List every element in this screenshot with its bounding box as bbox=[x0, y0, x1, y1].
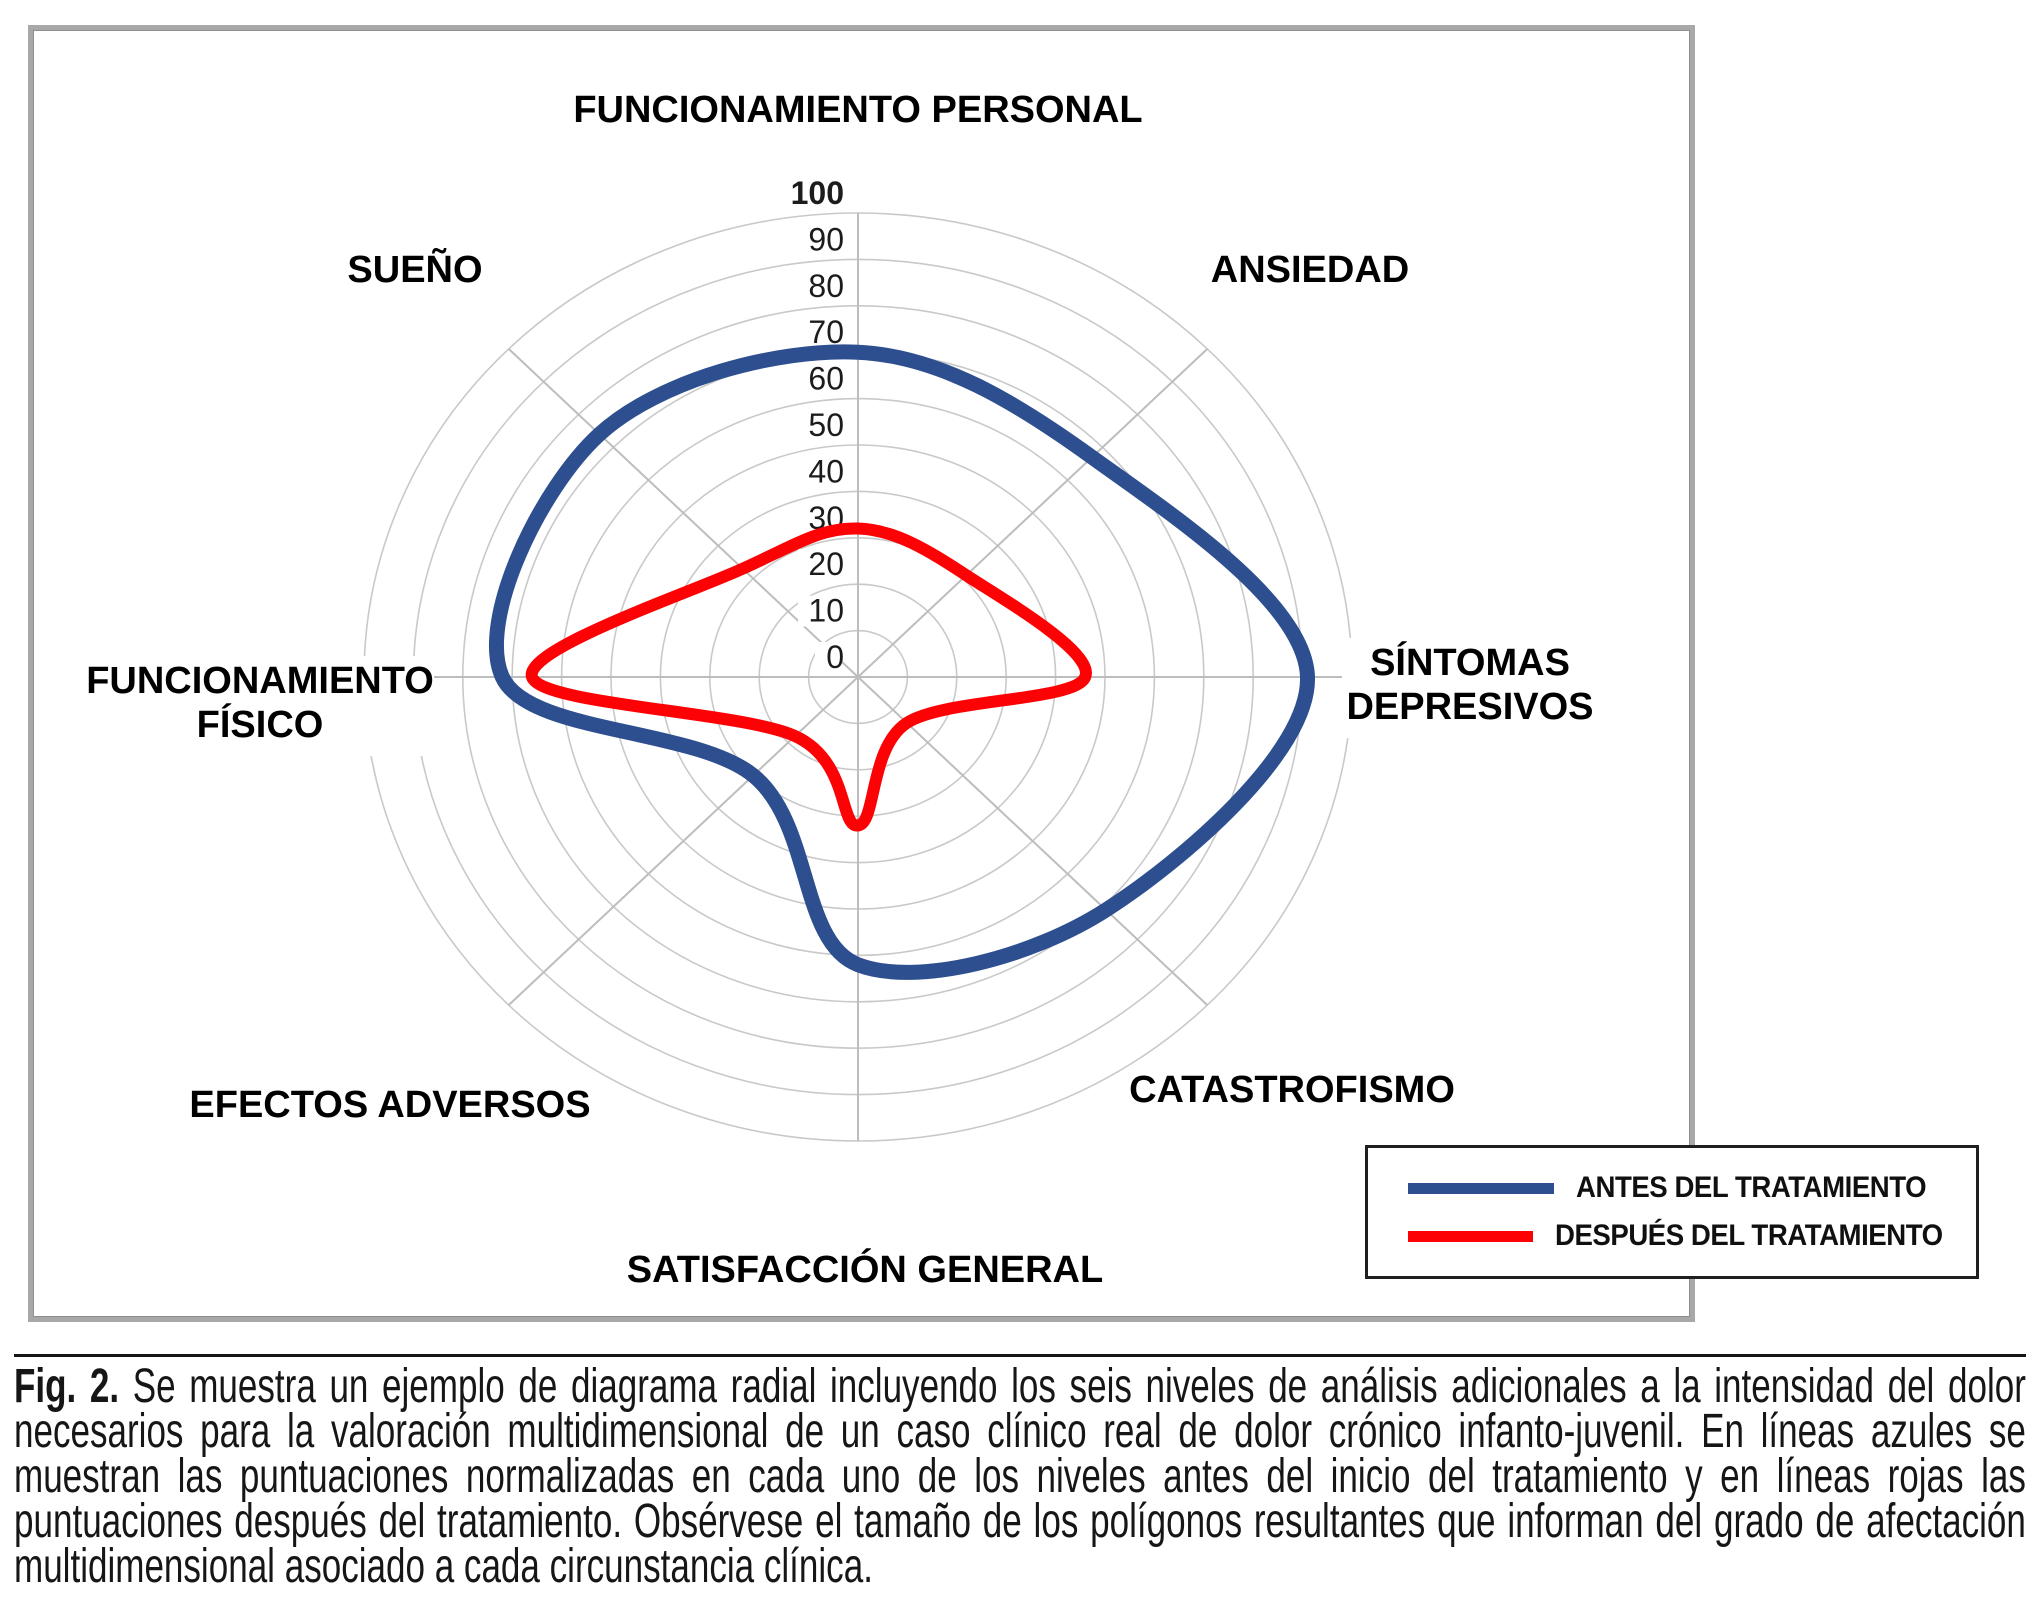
axis-label-bg bbox=[1342, 638, 1598, 738]
axis-label-1: ANSIEDAD bbox=[1211, 249, 1409, 291]
axis-label-3: CATASTROFISMO bbox=[1129, 1069, 1455, 1111]
legend-item-despues: DESPUÉS DEL TRATAMIENTO bbox=[1408, 1219, 1976, 1253]
radial-tick-label: 50 bbox=[808, 407, 844, 443]
axis-label-5: EFECTOS ADVERSOS bbox=[189, 1084, 590, 1126]
axis-label-bg bbox=[344, 245, 486, 299]
figure-box: 0 10 20 30 40 50 60 70 80 90 100 FUNCIONAMIENTO PER… bbox=[28, 25, 1695, 1322]
axis-spoke bbox=[508, 676, 859, 1006]
tick-label-bg bbox=[798, 456, 842, 488]
axis-label-6: FUNCIONAMIENTO FÍSICO bbox=[86, 660, 434, 746]
series-line-despues bbox=[525, 522, 1092, 832]
figure-caption-text: Se muestra un ejemplo de diagrama radial… bbox=[14, 1360, 2026, 1593]
tick-label-bg bbox=[798, 549, 842, 581]
tick-label-bg bbox=[781, 178, 842, 209]
axis-label-2: SÍNTOMAS DEPRESIVOS bbox=[1346, 640, 1593, 728]
tick-label-bg bbox=[798, 317, 842, 349]
axis-label-7: SUEÑO bbox=[347, 247, 482, 291]
tick-label-bg bbox=[798, 224, 842, 256]
radial-tick-label: 100 bbox=[791, 175, 844, 211]
tick-label-bg bbox=[815, 642, 842, 673]
axis-label-bg bbox=[1129, 1065, 1455, 1119]
legend-label-antes: ANTES DEL TRATAMIENTO bbox=[1576, 1171, 1927, 1204]
radial-tick-label: 20 bbox=[808, 546, 844, 582]
radial-tick-label: 0 bbox=[826, 639, 844, 675]
radial-tick-label: 90 bbox=[808, 221, 844, 257]
tick-label-bg bbox=[798, 363, 842, 395]
tick-label-bg bbox=[798, 595, 842, 627]
tick-label-bg bbox=[798, 410, 842, 441]
axis-label-bg bbox=[86, 656, 434, 756]
figure-caption: Fig. 2. Se muestra un ejemplo de diagram… bbox=[14, 1363, 2026, 1591]
radial-tick-label: 80 bbox=[808, 268, 844, 304]
axis-label-0: FUNCIONAMIENTO PERSONAL bbox=[573, 89, 1142, 131]
radial-tick-label: 40 bbox=[808, 453, 844, 489]
legend-swatch-antes bbox=[1408, 1182, 1554, 1194]
legend-swatch-despues bbox=[1408, 1230, 1533, 1242]
axis-label-bg bbox=[193, 1080, 587, 1134]
radial-tick-label: 10 bbox=[808, 593, 844, 629]
series-line-antes bbox=[489, 344, 1316, 980]
axis-spoke bbox=[857, 348, 1208, 678]
axis-label-bg bbox=[1205, 245, 1415, 299]
tick-label-bg bbox=[798, 270, 842, 302]
radial-tick-label: 60 bbox=[808, 361, 844, 397]
axis-label-4: SATISFACCIÓN GENERAL bbox=[627, 1247, 1103, 1291]
axis-label-bg bbox=[580, 85, 1136, 139]
legend-item-antes: ANTES DEL TRATAMIENTO bbox=[1408, 1171, 1976, 1205]
figure-caption-number: Fig. 2. bbox=[14, 1360, 120, 1413]
caption-divider bbox=[14, 1354, 2026, 1357]
legend-label-despues: DESPUÉS DEL TRATAMIENTO bbox=[1554, 1219, 1943, 1252]
radial-tick-label: 70 bbox=[808, 314, 844, 350]
axis-label-bg bbox=[622, 1245, 1108, 1299]
legend-box: ANTES DEL TRATAMIENTO DESPUÉS DEL TRATAM… bbox=[1365, 1145, 1979, 1279]
axis-spoke bbox=[857, 676, 1208, 1006]
